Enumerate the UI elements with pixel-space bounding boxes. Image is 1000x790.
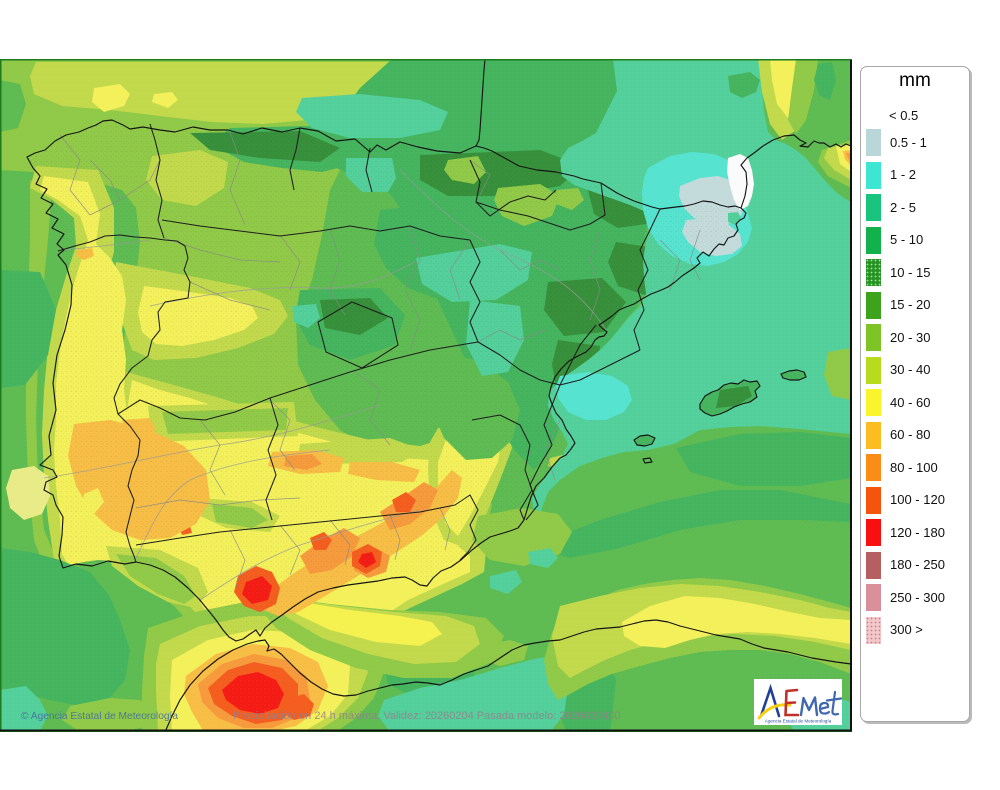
svg-text:Agencia Estatal de Meteorologí: Agencia Estatal de Meteorología — [765, 719, 832, 724]
